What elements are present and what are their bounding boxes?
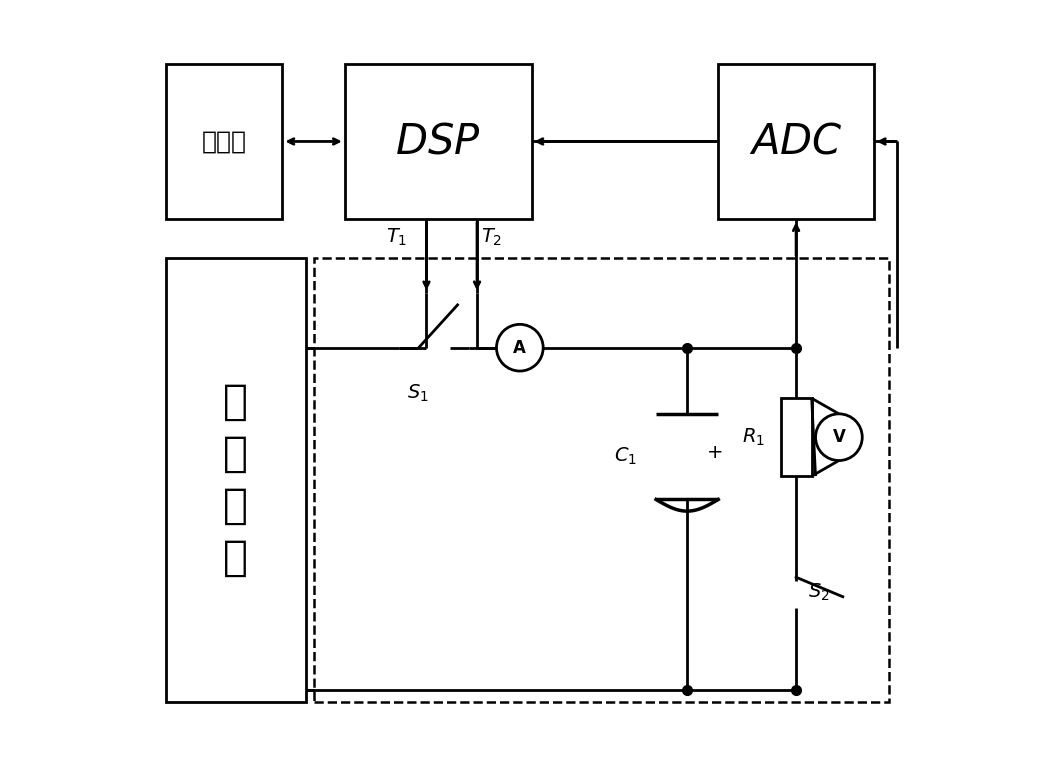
Text: $T_1$: $T_1$ xyxy=(386,227,407,248)
Circle shape xyxy=(496,324,543,371)
FancyBboxPatch shape xyxy=(166,63,283,219)
Text: 光
伏
阵
列: 光 伏 阵 列 xyxy=(223,381,249,579)
FancyBboxPatch shape xyxy=(780,398,812,476)
Text: V: V xyxy=(832,428,845,446)
Circle shape xyxy=(815,414,862,461)
Text: $\it{ADC}$: $\it{ADC}$ xyxy=(749,120,843,162)
FancyBboxPatch shape xyxy=(344,63,532,219)
Text: $\it{DSP}$: $\it{DSP}$ xyxy=(395,120,480,162)
Text: $C_1$: $C_1$ xyxy=(613,446,637,467)
Text: $T_2$: $T_2$ xyxy=(480,227,502,248)
Text: $R_1$: $R_1$ xyxy=(742,426,765,448)
Text: +: + xyxy=(707,444,723,462)
FancyBboxPatch shape xyxy=(719,63,874,219)
Text: A: A xyxy=(513,339,526,357)
FancyBboxPatch shape xyxy=(166,259,306,702)
Text: $S_2$: $S_2$ xyxy=(808,582,829,604)
Text: $S_1$: $S_1$ xyxy=(407,383,428,404)
Text: 显示屏: 显示屏 xyxy=(202,130,247,154)
